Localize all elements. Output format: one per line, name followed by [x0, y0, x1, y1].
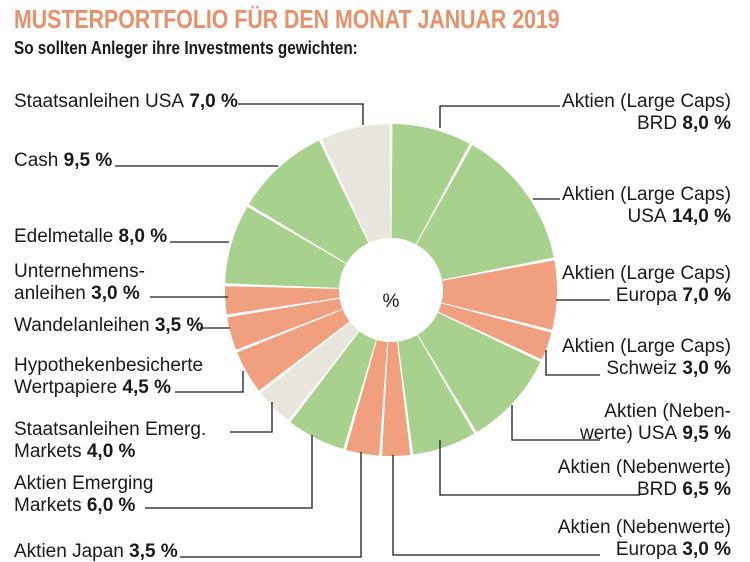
slice-value: 3,0 %	[677, 358, 731, 379]
slice-label: Aktien Japan 3,5 %	[14, 541, 178, 562]
slice-value: 9,5 %	[677, 423, 731, 444]
slice-label-line: Markets	[14, 441, 82, 462]
slice-value: 4,5 %	[117, 377, 171, 398]
slice-label-line: Edelmetalle	[14, 226, 113, 247]
slice-label: Aktien (Large Caps) USA 14,0 %	[562, 184, 731, 227]
slice-label-line: anleihen	[14, 283, 86, 304]
slice-label-line: Aktien (Large Caps)	[562, 184, 731, 205]
slice-value: 6,5 %	[677, 479, 731, 500]
slice-value: 3,5 %	[150, 315, 204, 336]
center-hole	[339, 238, 443, 342]
slice-value: 9,5 %	[58, 150, 112, 171]
slice-label-line: BRD	[637, 113, 677, 134]
slice-labels: Aktien (Large Caps) BRD 8,0 %Aktien (Larg…	[14, 91, 731, 562]
slice-label-line: Hypothekenbesicherte	[14, 355, 203, 376]
slice-label-line: Aktien (Large Caps)	[562, 91, 731, 112]
slice-label: Aktien (Large Caps) Schweiz 3,0 %	[562, 336, 731, 379]
pie-slice	[290, 331, 377, 449]
slice-label-line: Aktien Japan	[14, 541, 124, 562]
slice-label-line: BRD	[637, 479, 677, 500]
slice-label-line: USA	[627, 206, 666, 227]
leader-line	[238, 103, 364, 125]
pie-slices	[224, 124, 557, 456]
leader-line	[145, 435, 313, 509]
pie-slice	[416, 145, 554, 280]
slice-label-line: werte) USA	[579, 423, 677, 444]
leader-line	[230, 402, 273, 433]
pie-slice	[397, 334, 475, 455]
slice-value: 8,0 %	[677, 113, 731, 134]
leader-line	[392, 455, 600, 556]
slice-value: 14,0 %	[667, 206, 732, 227]
slice-label: Staatsanleihen USA 7,0 %	[14, 91, 238, 112]
slice-value: 3,0 %	[677, 539, 731, 560]
slice-label-line: Schweiz	[606, 358, 677, 379]
leader-line	[439, 105, 560, 128]
slice-label-line: Wertpapiere	[14, 377, 117, 398]
slice-value: 7,0 %	[184, 91, 238, 112]
slice-label-line: Aktien (Large Caps)	[562, 263, 731, 284]
slice-label-line: Aktien (Nebenwerte)	[558, 517, 731, 538]
pie-slice	[260, 322, 359, 421]
slice-label: Aktien (Neben-werte) USA 9,5 %	[579, 401, 731, 444]
pie-slice	[225, 206, 347, 288]
leader-line	[180, 452, 362, 558]
slice-label-line: Staatsanleihen Emerg.	[14, 419, 206, 440]
slice-label: Aktien Emerging Markets 6,0 %	[14, 473, 153, 516]
slice-label-line: Aktien (Large Caps)	[562, 336, 731, 357]
slice-label-line: Markets	[14, 495, 82, 516]
slice-label: Unternehmens-anleihen 3,0 %	[14, 261, 145, 304]
pie-slice	[382, 341, 411, 456]
slice-value: 7,0 %	[677, 285, 731, 306]
slice-label-line: Unternehmens-	[14, 261, 145, 282]
slice-label: Cash 9,5 %	[14, 150, 112, 171]
slice-value: 4,0 %	[82, 441, 136, 462]
leader-line	[439, 440, 640, 496]
slice-label: Aktien (Large Caps) Europa 7,0 %	[562, 263, 731, 306]
slice-label-line: Staatsanleihen USA	[14, 91, 184, 112]
leader-line	[545, 350, 600, 376]
pie-slice	[248, 140, 369, 264]
slice-label-line: Wandelanleihen	[14, 315, 150, 336]
slice-value: 3,0 %	[86, 283, 140, 304]
pie-slice	[321, 124, 391, 243]
slice-label-line: Cash	[14, 150, 58, 171]
slice-label: Aktien (Nebenwerte) Europa 3,0 %	[558, 517, 731, 560]
pie-slice	[224, 286, 340, 315]
chart-title: MUSTERPORTFOLIO FÜR DEN MONAT JANUAR 201…	[14, 4, 560, 34]
pie-slice	[391, 124, 470, 245]
pie-slice	[237, 309, 350, 391]
slice-label: Edelmetalle 8,0 %	[14, 226, 167, 247]
leader-line	[511, 405, 600, 441]
leader-line	[175, 371, 244, 393]
slice-label-line: Aktien (Neben-	[604, 401, 731, 422]
slice-label: Aktien (Large Caps) BRD 8,0 %	[562, 91, 731, 134]
center-label: %	[383, 291, 400, 312]
slice-value: 3,5 %	[124, 541, 178, 562]
slice-label: Staatsanleihen Emerg. Markets 4,0 %	[14, 419, 206, 462]
pie-slice	[438, 303, 552, 360]
slice-value: 6,0 %	[82, 495, 136, 516]
pie-slice	[417, 312, 541, 433]
slice-value: 8,0 %	[113, 226, 167, 247]
pie-slice	[441, 260, 557, 330]
slice-label-line: Aktien (Nebenwerte)	[558, 457, 731, 478]
pie-slice	[346, 340, 388, 456]
slice-label-line: Europa	[616, 539, 678, 560]
leader-lines	[115, 103, 640, 558]
slice-label: Hypothekenbesicherte Wertpapiere 4,5 %	[14, 355, 203, 398]
slice-label-line: Aktien Emerging	[14, 473, 153, 494]
slice-label-line: Europa	[616, 285, 678, 306]
chart-subtitle: So sollten Anleger ihre Investments gewi…	[14, 38, 358, 58]
slice-label: Aktien (Nebenwerte) BRD 6,5 %	[558, 457, 731, 500]
slice-label: Wandelanleihen 3,5 %	[14, 315, 204, 336]
pie-slice	[227, 298, 343, 350]
